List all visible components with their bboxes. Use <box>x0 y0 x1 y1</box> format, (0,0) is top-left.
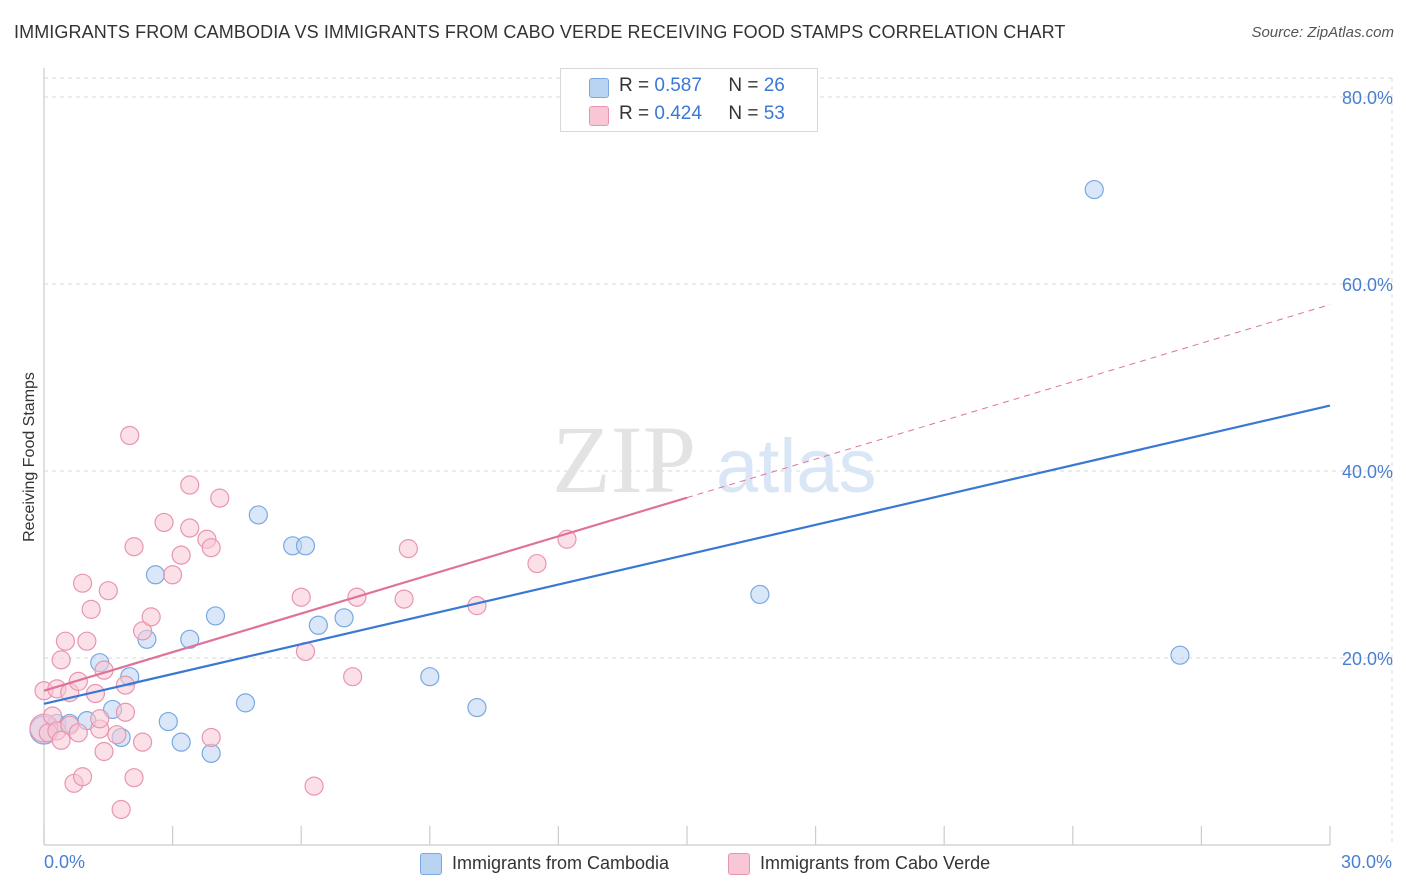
source-credit: Source: ZipAtlas.com <box>1251 24 1394 41</box>
cabo-verde-point <box>115 702 136 722</box>
cambodia-point <box>295 536 316 556</box>
cambodia-point <box>420 667 440 687</box>
cabo-verde-point <box>124 537 144 557</box>
cabo-verde-point <box>55 631 76 651</box>
cabo-verde-point <box>90 709 110 729</box>
cabo-verde-point <box>120 425 140 446</box>
watermark-zip: ZIP <box>552 406 696 513</box>
x-tick-label-min: 0.0% <box>44 852 86 872</box>
cambodia-point <box>750 584 770 605</box>
cabo-verde-point <box>98 581 118 601</box>
cabo-verde-point <box>343 667 363 687</box>
legend-swatch-cambodia <box>589 78 609 98</box>
cambodia-point <box>158 711 178 732</box>
legend-r-label: R = <box>619 75 650 96</box>
y-tick-label-20: 20.0% <box>1342 649 1393 669</box>
cambodia-point <box>248 505 268 525</box>
cambodia-point <box>334 608 354 628</box>
y-tick-labels: 20.0% 40.0% 60.0% 80.0% <box>1342 88 1393 669</box>
legend-r-label: R = <box>619 103 650 124</box>
watermark-atlas: atlas <box>716 424 877 509</box>
cambodia-point <box>205 606 226 626</box>
cabo-verde-point <box>201 727 221 748</box>
cambodia-point <box>180 629 200 649</box>
cambodia-point <box>1084 179 1104 200</box>
cabo-verde-point <box>291 587 311 607</box>
cabo-verde-point <box>394 589 414 609</box>
cabo-verde-point <box>180 475 200 495</box>
legend-text-cabo-verde: R = 0.424 N = 53 <box>619 103 785 125</box>
legend-n-value: 26 <box>763 75 785 96</box>
cabo-verde-point <box>81 599 101 619</box>
legend-r-value: 0.587 <box>654 75 702 96</box>
cambodia-point <box>1170 645 1190 665</box>
legend-r-value: 0.424 <box>654 103 702 124</box>
cabo-verde-point <box>124 768 144 788</box>
cabo-verde-point <box>171 545 191 565</box>
series-legend: Immigrants from Cambodia Immigrants from… <box>0 852 1406 878</box>
cabo-verde-point <box>77 631 97 651</box>
cabo-verde-point <box>398 539 418 559</box>
watermark: ZIP atlas <box>552 406 877 513</box>
trend-line-cabo-verde <box>43 496 688 692</box>
trend-line-cambodia <box>43 404 1331 705</box>
series-legend-swatch-cabo-verde <box>728 853 750 875</box>
cabo-verde-point <box>201 538 221 558</box>
cambodia-point <box>145 565 166 585</box>
cabo-verde-point <box>107 725 127 745</box>
cabo-verde-point <box>72 767 93 787</box>
cambodia-point <box>467 697 487 718</box>
legend-n-value: 53 <box>763 103 785 124</box>
y-tick-label-40: 40.0% <box>1342 462 1393 482</box>
cambodia-point <box>308 615 328 635</box>
cabo-verde-point <box>132 621 153 641</box>
cabo-verde-point <box>111 799 131 820</box>
cabo-verde-point <box>304 776 324 796</box>
cabo-verde-point <box>154 512 174 533</box>
legend-n-label: N = <box>728 75 759 96</box>
trend-line-cabo-verde-extension <box>686 304 1331 499</box>
y-tick-label-60: 60.0% <box>1342 275 1393 295</box>
cabo-verde-point <box>163 565 183 585</box>
series-legend-label-cabo-verde: Immigrants from Cabo Verde <box>760 853 991 873</box>
cambodia-point <box>171 732 191 752</box>
cabo-verde-point <box>141 607 161 627</box>
trend-lines <box>43 304 1331 705</box>
chart-title: IMMIGRANTS FROM CAMBODIA VS IMMIGRANTS F… <box>14 22 1066 42</box>
cabo-verde-point <box>210 488 230 508</box>
cabo-verde-point <box>51 730 71 750</box>
cabo-verde-point <box>68 723 88 743</box>
series-cabo-verde-points <box>29 425 577 820</box>
cabo-verde-point <box>51 650 71 670</box>
legend-text-cambodia: R = 0.587 N = 26 <box>619 75 785 97</box>
cabo-verde-point <box>94 741 114 762</box>
legend-n-label: N = <box>728 103 759 124</box>
y-tick-label-80: 80.0% <box>1342 88 1393 108</box>
cabo-verde-point <box>180 518 200 538</box>
x-tick-label-max: 30.0% <box>1340 852 1392 872</box>
series-legend-label-cambodia: Immigrants from Cambodia <box>452 853 670 873</box>
cabo-verde-point <box>72 573 93 593</box>
cabo-verde-point <box>132 732 153 752</box>
cambodia-point <box>235 693 256 713</box>
correlation-legend: R = 0.587 N = 26 R = 0.424 N = 53 <box>560 68 818 132</box>
cabo-verde-point <box>527 553 547 574</box>
series-legend-swatch-cambodia <box>420 853 442 875</box>
legend-swatch-cabo-verde <box>589 106 609 126</box>
